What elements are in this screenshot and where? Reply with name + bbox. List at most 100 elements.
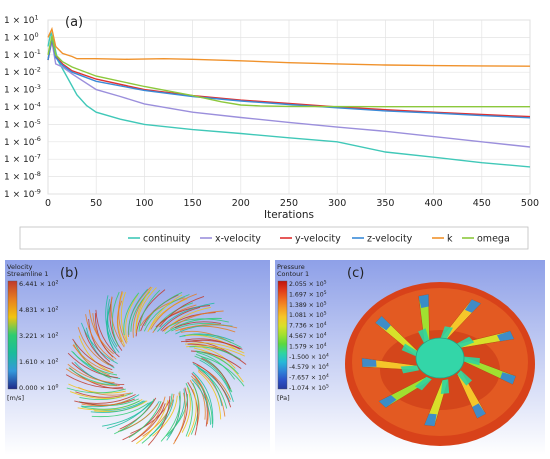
streamline xyxy=(80,394,136,404)
streamline xyxy=(67,363,115,384)
x-tick-label: 300 xyxy=(328,198,346,209)
streamline xyxy=(102,400,153,427)
legend-label-k: k xyxy=(447,234,453,245)
blade-root xyxy=(455,336,475,349)
blade-root xyxy=(463,356,480,366)
streamline xyxy=(194,378,213,424)
colorbar xyxy=(7,280,18,390)
x-tick-label: 400 xyxy=(425,198,443,209)
y-tick-label: 1 × 10-3 xyxy=(4,83,41,96)
streamline xyxy=(66,387,126,394)
streamline xyxy=(165,394,188,437)
blade-tip xyxy=(378,395,397,408)
streamline xyxy=(140,297,185,327)
streamline xyxy=(192,363,223,407)
streamline xyxy=(123,292,140,336)
legend-subtitle: Contour 1 xyxy=(277,270,309,278)
streamline xyxy=(173,392,186,445)
streamline xyxy=(77,327,110,366)
streamline xyxy=(181,387,191,433)
streamline xyxy=(199,359,234,402)
y-tick-label: 1 × 100 xyxy=(4,31,39,44)
streamline xyxy=(144,291,183,327)
streamline xyxy=(120,291,128,343)
colorbar-tick-label: 2.055 × 105 xyxy=(289,280,327,288)
streamline xyxy=(157,302,215,332)
streamline xyxy=(81,399,131,407)
legend-subtitle: Streamline 1 xyxy=(7,270,48,278)
blade-root xyxy=(414,376,432,391)
streamline xyxy=(152,395,178,437)
colorbar-unit: [m/s] xyxy=(7,394,24,402)
colorbar-tick-label: 4.567 × 104 xyxy=(289,332,327,340)
streamline xyxy=(85,314,114,361)
colorbar-tick-label: -4.579 × 104 xyxy=(289,363,329,371)
streamline xyxy=(114,398,155,435)
streamline xyxy=(196,351,236,380)
streamline xyxy=(191,372,208,427)
impeller-hub xyxy=(415,337,465,379)
x-tick-label: 450 xyxy=(473,198,491,209)
y-tick-label: 1 × 10-2 xyxy=(4,66,41,79)
streamline xyxy=(106,401,151,430)
streamline xyxy=(169,318,229,327)
streamline xyxy=(125,294,139,341)
x-axis-label: Iterations xyxy=(264,209,314,221)
y-tick-label: 1 × 10-5 xyxy=(4,118,41,131)
streamline xyxy=(184,342,245,354)
streamline xyxy=(197,371,222,420)
streamline xyxy=(81,400,141,410)
streamline xyxy=(193,347,244,383)
streamline xyxy=(142,393,175,437)
streamline xyxy=(68,367,118,386)
streamline xyxy=(185,339,243,350)
y-tick-label: 1 × 10-6 xyxy=(4,135,41,148)
blade-tip xyxy=(375,316,391,331)
streamline xyxy=(74,342,112,379)
streamline xyxy=(138,289,161,332)
streamline xyxy=(80,322,118,365)
colorbar xyxy=(277,280,288,390)
colorbar-tick-label: 1.610 × 102 xyxy=(19,357,58,366)
streamline xyxy=(136,399,169,445)
streamline xyxy=(74,361,115,385)
streamline xyxy=(195,350,239,375)
y-tick-label: 1 × 101 xyxy=(4,13,39,26)
streamline xyxy=(153,302,193,331)
colorbar-tick-label: -1.500 × 104 xyxy=(289,352,329,360)
streamline xyxy=(128,401,162,439)
legend-title: Pressure xyxy=(277,263,305,271)
streamline xyxy=(83,329,114,367)
streamline xyxy=(175,325,236,333)
blade-tip xyxy=(418,294,429,308)
streamline xyxy=(201,357,231,390)
streamline xyxy=(85,327,115,369)
streamline xyxy=(118,290,127,344)
legend-title: Velocity xyxy=(7,263,33,271)
streamline xyxy=(65,374,123,389)
streamline xyxy=(187,382,199,436)
x-tick-label: 50 xyxy=(90,198,102,209)
streamline xyxy=(160,306,201,331)
colorbar-tick-label: 3.221 × 102 xyxy=(19,331,58,340)
streamline xyxy=(174,321,221,329)
streamline xyxy=(122,402,164,441)
y-tick-label: 1 × 10-4 xyxy=(4,100,41,113)
streamline xyxy=(71,350,118,376)
streamline xyxy=(170,310,224,330)
streamline xyxy=(72,338,113,371)
streamline xyxy=(179,324,238,331)
streamline xyxy=(78,335,111,373)
streamline xyxy=(187,343,247,365)
series-line-k xyxy=(47,26,531,67)
x-tick-label: 500 xyxy=(521,198,539,209)
streamline xyxy=(185,338,241,350)
streamline xyxy=(192,371,214,428)
streamline xyxy=(75,391,125,398)
colorbar-tick-label: 7.736 × 104 xyxy=(289,321,327,329)
x-tick-label: 250 xyxy=(280,198,298,209)
streamline xyxy=(88,318,111,363)
legend-label-y-velocity: y-velocity xyxy=(295,234,341,245)
streamline xyxy=(190,382,199,435)
